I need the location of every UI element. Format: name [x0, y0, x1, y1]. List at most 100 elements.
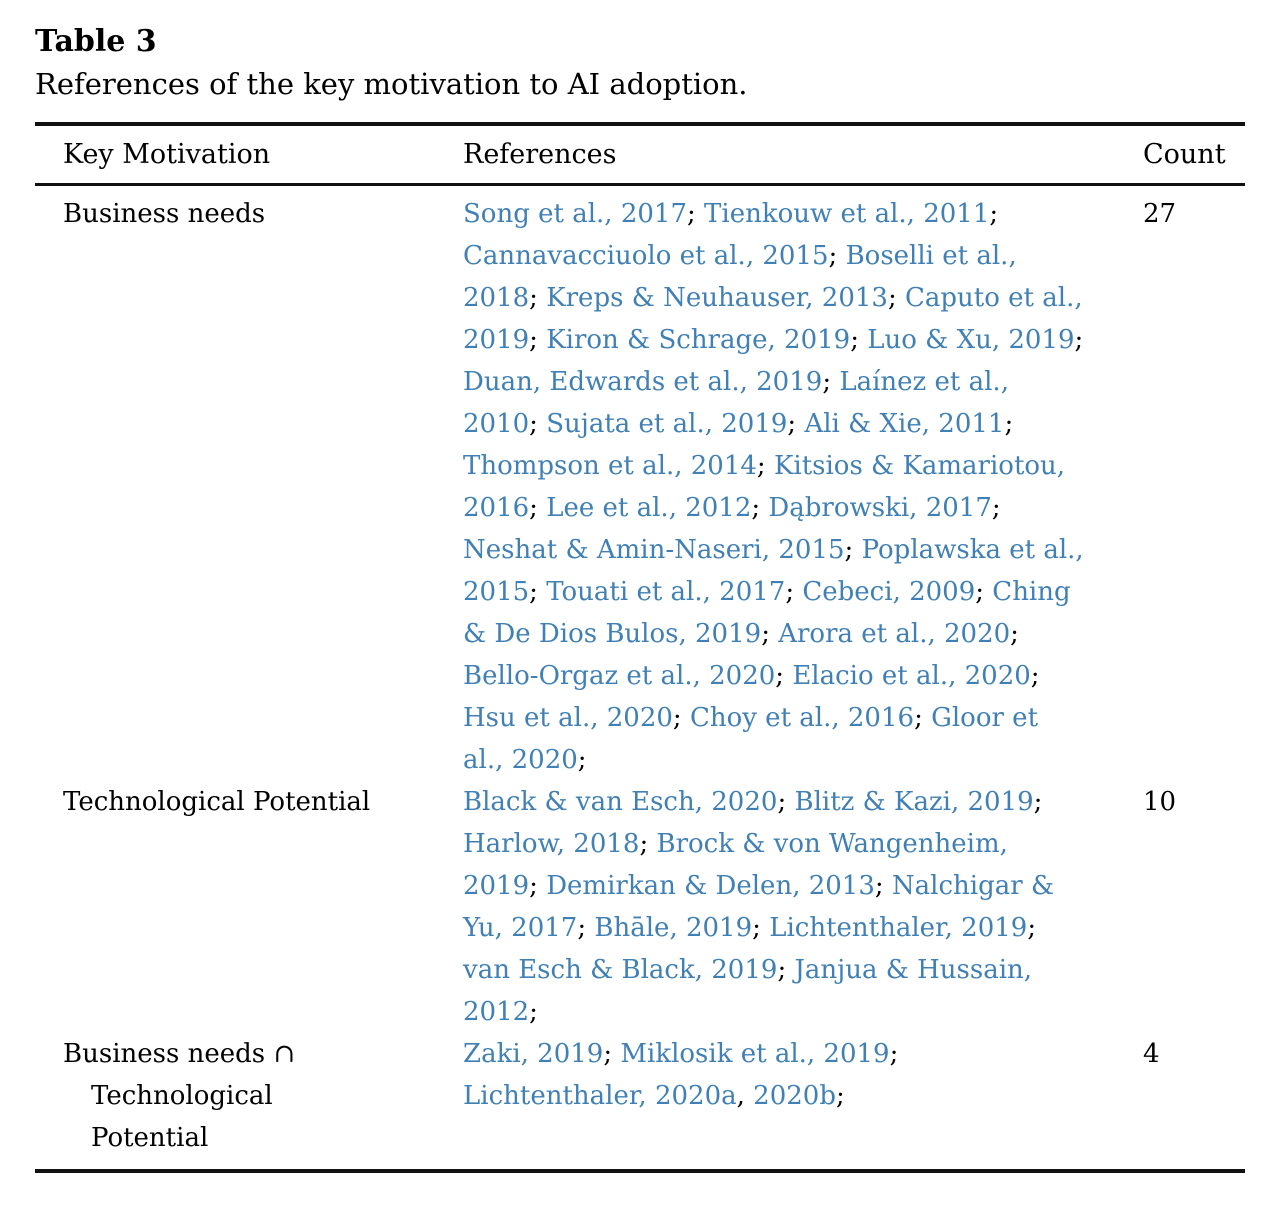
- reference-separator: ;: [785, 577, 803, 607]
- motivation-label: Technological Potential: [63, 787, 371, 817]
- reference-separator: ;: [989, 199, 1007, 229]
- reference-link[interactable]: 2020b: [753, 1081, 836, 1111]
- reference-separator: ;: [822, 367, 840, 397]
- reference-separator: ;: [1027, 913, 1045, 943]
- reference-link[interactable]: Arora et al., 2020: [778, 619, 1011, 649]
- reference-link[interactable]: Tienkouw et al., 2011: [704, 199, 990, 229]
- reference-link[interactable]: Dąbrowski, 2017: [768, 493, 992, 523]
- reference-separator: ;: [914, 703, 932, 733]
- reference-link[interactable]: Zaki, 2019: [463, 1039, 604, 1069]
- reference-separator: ;: [975, 577, 993, 607]
- reference-link[interactable]: Black & van Esch, 2020: [463, 787, 778, 817]
- reference-link[interactable]: van Esch & Black, 2019: [463, 955, 778, 985]
- reference-link[interactable]: Blitz & Kazi, 2019: [794, 787, 1034, 817]
- reference-separator: ;: [577, 745, 587, 775]
- reference-link[interactable]: Luo & Xu, 2019: [867, 325, 1075, 355]
- reference-separator: ;: [874, 871, 892, 901]
- reference-separator: ;: [1004, 409, 1022, 439]
- reference-separator: ;: [751, 493, 769, 523]
- reference-link[interactable]: Duan, Edwards et al., 2019: [463, 367, 823, 397]
- reference-separator: ;: [529, 283, 547, 313]
- references-cell: Zaki, 2019; Miklosik et al., 2019; Licht…: [435, 1033, 1115, 1159]
- reference-link[interactable]: Gloor et al., 2020: [463, 703, 1039, 775]
- reference-separator: ;: [687, 199, 705, 229]
- reference-separator: ;: [529, 409, 547, 439]
- reference-link[interactable]: Harlow, 2018: [463, 829, 640, 859]
- reference-separator: ;: [1033, 787, 1051, 817]
- table-row: Business needs ∩ Technological Potential Za…: [35, 1033, 1245, 1159]
- reference-link[interactable]: Choy et al., 2016: [689, 703, 915, 733]
- reference-separator: ;: [850, 325, 868, 355]
- reference-separator: ;: [887, 283, 906, 313]
- reference-link[interactable]: Elacio et al., 2020: [792, 661, 1031, 691]
- references-table: Key Motivation References Count Business…: [35, 122, 1245, 1173]
- reference-link[interactable]: Ali & Xie, 2011: [804, 409, 1005, 439]
- reference-separator: ;: [787, 409, 805, 439]
- motivation-label: Business needs ∩: [63, 1039, 296, 1069]
- reference-separator: ;: [889, 1039, 907, 1069]
- reference-link[interactable]: Hsu et al., 2020: [463, 703, 673, 733]
- reference-link[interactable]: Bello-Orgaz et al., 2020: [463, 661, 776, 691]
- column-header-count: Count: [1143, 139, 1226, 170]
- column-header-references: References: [463, 139, 617, 170]
- reference-separator: ;: [672, 703, 690, 733]
- reference-link[interactable]: Janjua & Hussain, 2012: [463, 955, 1033, 1027]
- reference-separator: ;: [1010, 619, 1028, 649]
- count-cell: 27: [1143, 199, 1177, 229]
- reference-link[interactable]: Nalchigar & Yu, 2017: [463, 871, 1055, 943]
- reference-separator: ;: [828, 241, 846, 271]
- paper-page: Table 3 References of the key motivation…: [35, 0, 1245, 1173]
- reference-link[interactable]: Bhāle, 2019: [594, 913, 753, 943]
- table-body: Business needs Song et al., 2017; Tienkou…: [35, 186, 1245, 1173]
- reference-separator: ;: [529, 871, 547, 901]
- reference-separator: ;: [603, 1039, 621, 1069]
- reference-separator: ;: [1074, 325, 1092, 355]
- reference-link[interactable]: Boselli et al., 2018: [463, 241, 1017, 313]
- reference-separator: ;: [761, 619, 779, 649]
- reference-separator: ;: [777, 787, 795, 817]
- reference-separator: ;: [835, 1081, 845, 1111]
- reference-separator: ;: [756, 451, 774, 481]
- reference-link[interactable]: Cebeci, 2009: [802, 577, 976, 607]
- reference-link[interactable]: Touati et al., 2017: [546, 577, 786, 607]
- table-caption: References of the key motivation to AI a…: [35, 67, 748, 101]
- reference-separator: ;: [577, 913, 595, 943]
- reference-separator: ;: [639, 829, 657, 859]
- reference-separator: ;: [529, 577, 547, 607]
- motivation-label: Business needs: [63, 199, 266, 229]
- reference-link[interactable]: Lichtenthaler, 2019: [769, 913, 1028, 943]
- table-header-row: Key Motivation References Count: [35, 126, 1245, 186]
- reference-link[interactable]: Poplawska et al., 2015: [463, 535, 1084, 607]
- reference-link[interactable]: Brock & von Wangenheim, 2019: [463, 829, 1008, 901]
- reference-link[interactable]: Ching & De Dios Bulos, 2019: [463, 577, 1071, 649]
- reference-separator: ;: [991, 493, 1009, 523]
- table-row: Business needs Song et al., 2017; Tienkou…: [35, 193, 1245, 781]
- reference-link[interactable]: Sujata et al., 2019: [546, 409, 788, 439]
- reference-separator: ;: [1030, 661, 1048, 691]
- reference-separator: ;: [752, 913, 770, 943]
- table-title: Table 3: [35, 24, 157, 59]
- references-cell: Black & van Esch, 2020; Blitz & Kazi, 20…: [435, 781, 1115, 1033]
- reference-link[interactable]: Cannavacciuolo et al., 2015: [463, 241, 829, 271]
- motivation-cell: Technological Potential: [35, 781, 435, 1033]
- reference-link[interactable]: Caputo et al., 2019: [463, 283, 1083, 355]
- reference-link[interactable]: Miklosik et al., 2019: [620, 1039, 890, 1069]
- column-header-key-motivation: Key Motivation: [63, 139, 271, 170]
- count-cell: 10: [1143, 787, 1177, 817]
- reference-separator: ;: [844, 535, 862, 565]
- reference-separator: ;: [775, 661, 793, 691]
- reference-link[interactable]: Thompson et al., 2014: [463, 451, 757, 481]
- reference-link[interactable]: Laínez et al., 2010: [463, 367, 1009, 439]
- reference-separator: ;: [529, 997, 538, 1027]
- reference-link[interactable]: Neshat & Amin-Naseri, 2015: [463, 535, 845, 565]
- reference-link[interactable]: Lee et al., 2012: [546, 493, 752, 523]
- reference-link[interactable]: Lichtenthaler, 2020a: [463, 1081, 737, 1111]
- reference-separator: ;: [529, 325, 547, 355]
- reference-link[interactable]: Kiron & Schrage, 2019: [546, 325, 851, 355]
- reference-link[interactable]: Kitsios & Kamariotou, 2016: [463, 451, 1066, 523]
- reference-link[interactable]: Demirkan & Delen, 2013: [546, 871, 875, 901]
- motivation-cell: Business needs: [35, 193, 435, 781]
- reference-link[interactable]: Song et al., 2017: [463, 199, 687, 229]
- reference-link[interactable]: Kreps & Neuhauser, 2013: [546, 283, 888, 313]
- motivation-label: Technological: [91, 1081, 273, 1111]
